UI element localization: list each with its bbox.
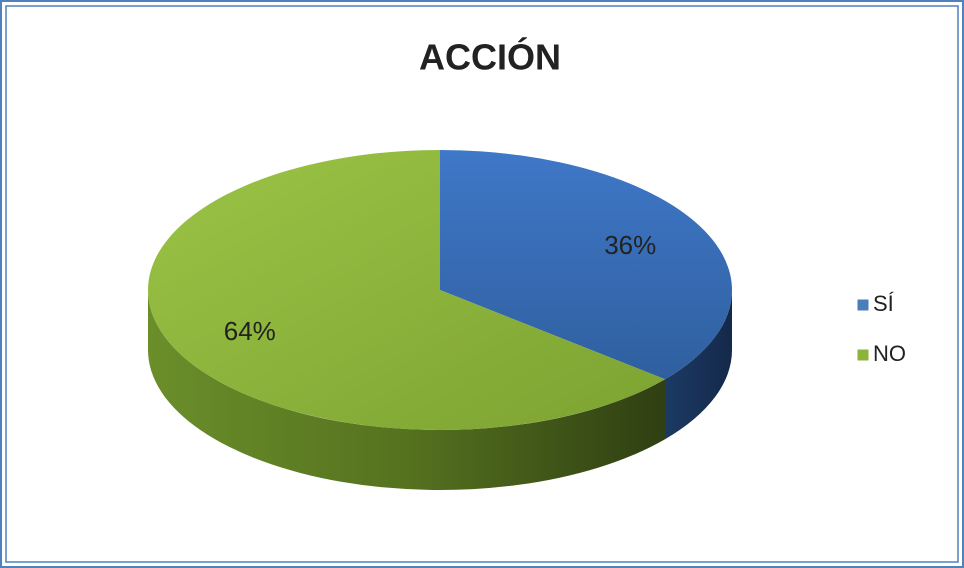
chart-title: ACCIÓN <box>419 36 561 78</box>
data-label: 36% <box>604 230 656 260</box>
slice <box>440 150 732 380</box>
legend-label: SÍ <box>873 291 895 316</box>
legend-label: NO <box>873 341 906 366</box>
data-label: 64% <box>224 316 276 346</box>
legend-swatch <box>856 348 870 362</box>
legend-swatch <box>856 298 870 312</box>
slice-side <box>664 290 732 440</box>
inner-border <box>5 5 959 563</box>
slice-side <box>148 290 665 490</box>
slice <box>147 150 665 430</box>
